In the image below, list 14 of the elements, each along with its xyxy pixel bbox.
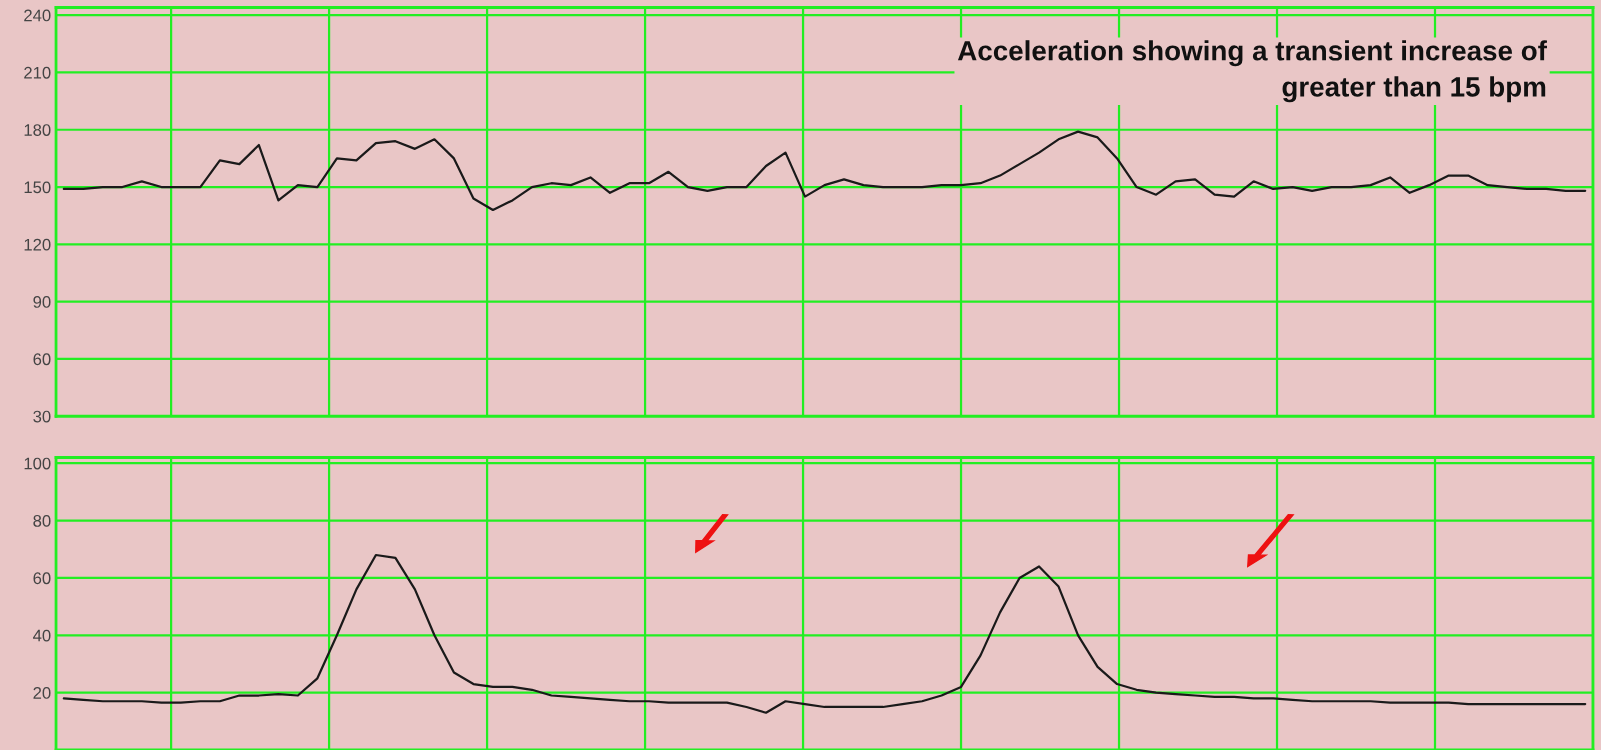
y-tick-label: 210: [24, 66, 51, 79]
y-tick-label: 80: [33, 514, 51, 527]
y-tick-label: 30: [33, 410, 51, 423]
y-tick-label: 40: [33, 629, 51, 642]
y-tick-label: 120: [24, 238, 51, 251]
y-tick-label: 60: [33, 572, 51, 585]
y-tick-label: 180: [24, 124, 51, 136]
y-tick-label: 20: [33, 687, 51, 699]
y-tick-label: 150: [24, 181, 51, 194]
y-tick-label: 90: [33, 296, 51, 308]
annotation: Acceleration showing a transient increase of greater than 15 bpm: [957, 40, 1547, 103]
y-tick-label: 100: [24, 457, 51, 470]
y-tick-label: 240: [24, 9, 51, 22]
y-tick-label: 60: [33, 353, 51, 366]
